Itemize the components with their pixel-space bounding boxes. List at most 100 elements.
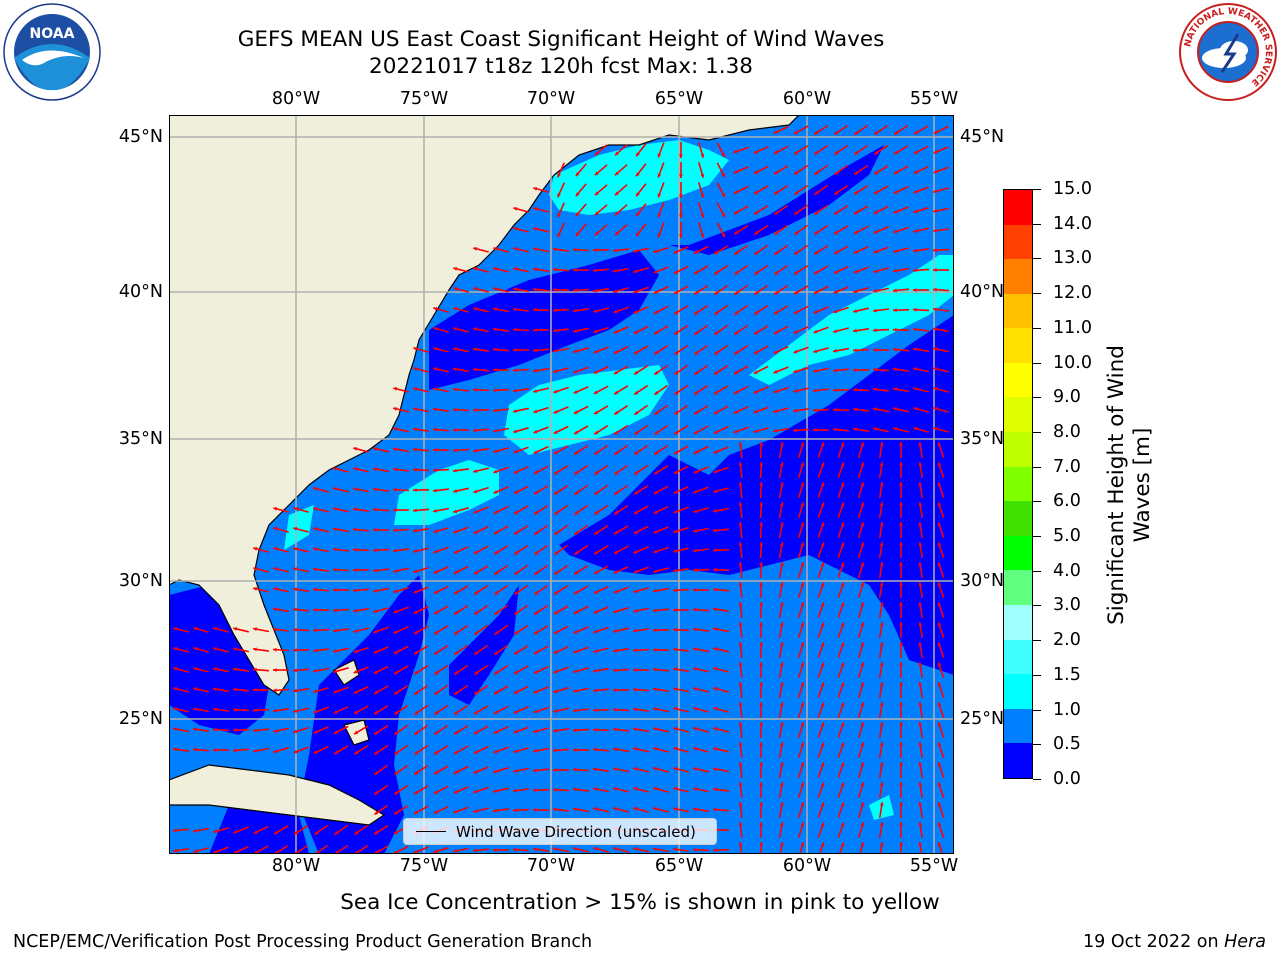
wave-direction-arrowhead	[413, 407, 417, 411]
wave-direction-arrowhead	[193, 829, 197, 833]
wave-direction-arrowhead	[738, 642, 743, 646]
wave-direction-arrowhead	[554, 610, 559, 614]
wave-direction-arrowhead	[653, 667, 657, 672]
wave-direction-arrowhead	[533, 328, 537, 332]
wave-direction-arrowhead	[893, 190, 898, 194]
wave-direction-arrowhead	[840, 662, 845, 667]
wave-direction-arrowhead	[738, 522, 743, 526]
colorbar-tick	[1033, 397, 1041, 399]
wave-direction-arrowhead	[473, 387, 477, 392]
wave-direction-arrowhead	[274, 830, 279, 834]
wave-direction-arrowhead	[820, 802, 825, 807]
wave-direction-arrowhead	[694, 351, 699, 355]
wave-direction-arrowhead	[893, 407, 898, 411]
wave-direction-arrowhead	[654, 391, 659, 395]
wave-direction-arrowhead	[914, 130, 919, 134]
lat-label-right: 25°N	[960, 709, 1005, 729]
wave-direction-arrowhead	[759, 682, 764, 686]
wave-direction-arrowhead	[253, 647, 257, 652]
wave-direction-arrowhead	[553, 768, 557, 772]
wave-direction-arrowhead	[394, 810, 399, 815]
wave-direction-arrowhead	[613, 629, 617, 633]
colorbar-tick	[1033, 431, 1041, 433]
wave-direction-arrowhead	[613, 767, 617, 771]
wave-direction-arrowhead	[594, 191, 599, 196]
wave-direction-arrowhead	[614, 451, 619, 455]
wave-direction-arrowhead	[693, 470, 698, 474]
wave-direction-arrowhead	[434, 750, 439, 755]
wave-direction-arrowhead	[636, 232, 640, 237]
colorbar-tick-label: 1.0	[1053, 699, 1081, 720]
wave-direction-arrowhead	[738, 442, 743, 446]
wave-direction-arrowhead	[937, 762, 942, 767]
wave-direction-arrowhead	[213, 849, 218, 854]
wave-direction-arrowhead	[913, 367, 917, 371]
wave-direction-arrowhead	[575, 172, 580, 177]
wave-direction-arrowhead	[333, 547, 337, 552]
wave-direction-arrowhead	[253, 667, 257, 672]
colorbar-segment	[1004, 466, 1032, 502]
wave-direction-arrowhead	[840, 602, 845, 607]
wave-direction-arrowhead	[553, 410, 558, 414]
wave-direction-arrowhead	[753, 429, 758, 433]
wave-direction-arrowhead	[879, 582, 884, 586]
wave-direction-arrowhead	[793, 428, 797, 433]
wave-direction-arrowhead	[700, 193, 705, 198]
wave-direction-arrowhead	[759, 702, 764, 706]
wave-direction-arrowhead	[937, 502, 942, 507]
wave-direction-arrowhead	[414, 650, 419, 655]
wave-direction-arrowhead	[453, 267, 458, 271]
wave-direction-arrowhead	[594, 171, 599, 176]
wave-direction-arrowhead	[734, 210, 738, 214]
wave-direction-arrowhead	[533, 247, 537, 251]
wave-direction-arrowhead	[553, 288, 557, 292]
wave-direction-arrowhead	[593, 390, 598, 394]
wave-direction-arrowhead	[613, 747, 617, 752]
wave-direction-arrowhead	[800, 662, 805, 667]
wave-direction-arrowhead	[293, 648, 297, 652]
wave-direction-arrowhead	[534, 610, 539, 615]
wave-direction-arrowhead	[514, 571, 519, 575]
wave-direction-arrowhead	[918, 682, 923, 686]
wave-direction-arrowhead	[593, 668, 597, 673]
wave-direction-arrowhead	[834, 190, 839, 195]
wave-direction-arrowhead	[633, 269, 638, 274]
wave-direction-arrowhead	[833, 388, 837, 393]
wave-direction-arrowhead	[593, 767, 597, 772]
wave-direction-arrowhead	[820, 462, 825, 467]
wave-direction-arrowhead	[937, 462, 942, 467]
wave-direction-arrowhead	[594, 491, 599, 495]
wave-direction-arrowhead	[673, 847, 677, 852]
moderate-wave-regions	[284, 140, 954, 820]
wave-direction-arrowhead	[840, 622, 845, 627]
wave-direction-arrowhead	[613, 847, 618, 851]
wave-direction-arrowhead	[557, 233, 561, 238]
wave-direction-arrowhead	[593, 708, 597, 713]
wave-direction-arrowhead	[553, 328, 557, 333]
wave-direction-arrowhead	[918, 702, 923, 706]
wave-direction-arrowhead	[554, 511, 559, 515]
wave-direction-arrowhead	[474, 590, 479, 595]
lon-label-top: 55°W	[909, 89, 959, 109]
wave-direction-arrowhead	[414, 770, 419, 775]
lat-label-left: 30°N	[118, 571, 163, 591]
wave-direction-arrowhead	[473, 489, 478, 494]
wave-direction-arrowhead	[933, 209, 937, 213]
noaa-logo: NOAA	[3, 3, 101, 101]
wave-direction-arrowhead	[734, 291, 739, 295]
wave-direction-arrowhead	[800, 842, 805, 847]
wave-direction-arrowhead	[433, 327, 438, 331]
wave-direction-arrowhead	[793, 349, 798, 354]
wave-direction-arrowhead	[899, 842, 903, 846]
lat-label-left: 35°N	[118, 429, 163, 449]
wave-direction-arrowhead	[573, 329, 577, 333]
wave-direction-arrowhead	[413, 427, 417, 432]
wave-direction-arrowhead	[593, 727, 597, 732]
colorbar-tick-label: 8.0	[1053, 421, 1081, 442]
colorbar-tick	[1033, 779, 1041, 780]
wave-direction-arrowhead	[913, 387, 918, 391]
wave-direction-arrowhead	[553, 369, 558, 373]
wave-direction-arrowhead	[534, 571, 539, 575]
colorbar-segment	[1004, 535, 1032, 571]
wave-direction-arrowhead	[899, 582, 903, 586]
